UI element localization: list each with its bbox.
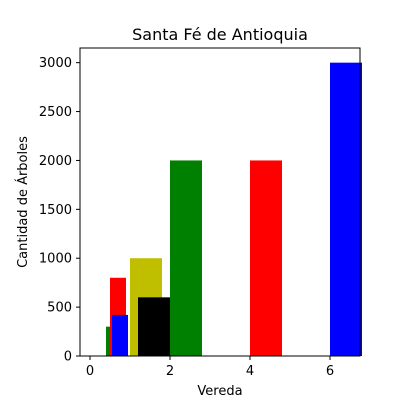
x-tick-label-2: 2	[166, 364, 174, 379]
chart-title: Santa Fé de Antioquia	[132, 25, 308, 44]
y-tick-label-2000: 2000	[39, 154, 72, 169]
y-axis-label: Cantidad de Árboles	[15, 136, 31, 268]
y-tick-label-1500: 1500	[39, 203, 72, 218]
bars-layer	[106, 62, 362, 357]
axes-layer: 0 500 1000 1500 2000 2500 3000 0 2 4 6	[39, 47, 361, 379]
y-tick-label-1000: 1000	[39, 252, 72, 267]
y-tick-label-2500: 2500	[39, 105, 72, 120]
bar-6	[250, 160, 282, 356]
x-axis-label: Vereda	[197, 384, 242, 399]
y-tick-label-0: 0	[64, 350, 72, 365]
bar-2	[112, 314, 128, 356]
x-tick-label-6: 6	[326, 364, 334, 379]
plot-frame	[79, 47, 361, 357]
bar-7	[330, 62, 362, 357]
bar-4	[138, 297, 170, 356]
x-tick-label-0: 0	[86, 364, 94, 379]
y-tick-label-3000: 3000	[39, 56, 72, 71]
y-tick-label-500: 500	[47, 301, 72, 316]
x-tick-label-4: 4	[246, 364, 254, 379]
bar-5	[170, 160, 202, 356]
